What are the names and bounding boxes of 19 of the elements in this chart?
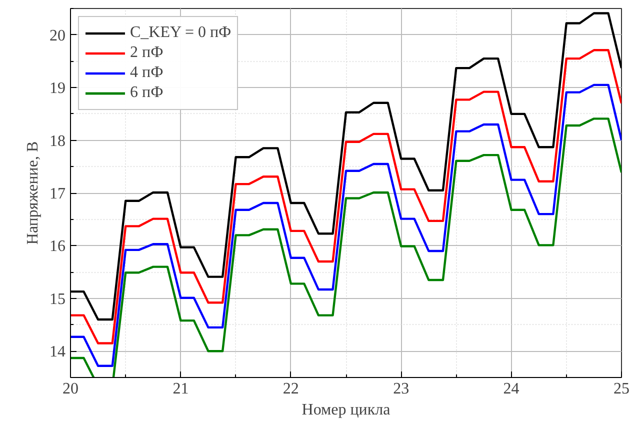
x-tick-label: 21 bbox=[172, 380, 189, 398]
legend-label: 4 пФ bbox=[130, 64, 164, 82]
x-tick-label: 24 bbox=[503, 380, 520, 398]
y-tick-label: 18 bbox=[50, 132, 66, 150]
y-tick-label: 14 bbox=[50, 344, 66, 361]
x-tick-label: 20 bbox=[62, 380, 78, 398]
x-axis-title: Номер цикла bbox=[302, 402, 390, 418]
y-tick-label: 16 bbox=[50, 238, 66, 256]
y-tick-label: 19 bbox=[50, 80, 66, 98]
x-tick-label: 25 bbox=[614, 380, 630, 398]
x-tick-label: 23 bbox=[393, 380, 410, 398]
y-tick-label: 17 bbox=[50, 186, 66, 202]
legend-label: 2 пФ bbox=[130, 44, 164, 62]
y-axis-title: Напряжение, В bbox=[24, 141, 42, 245]
y-tick-label: 20 bbox=[50, 27, 66, 44]
legend-label: C_KEY = 0 пФ bbox=[130, 24, 232, 42]
y-tick-label: 15 bbox=[50, 290, 66, 308]
x-tick-label: 22 bbox=[282, 380, 299, 398]
legend-label: 6 пФ bbox=[130, 84, 164, 102]
